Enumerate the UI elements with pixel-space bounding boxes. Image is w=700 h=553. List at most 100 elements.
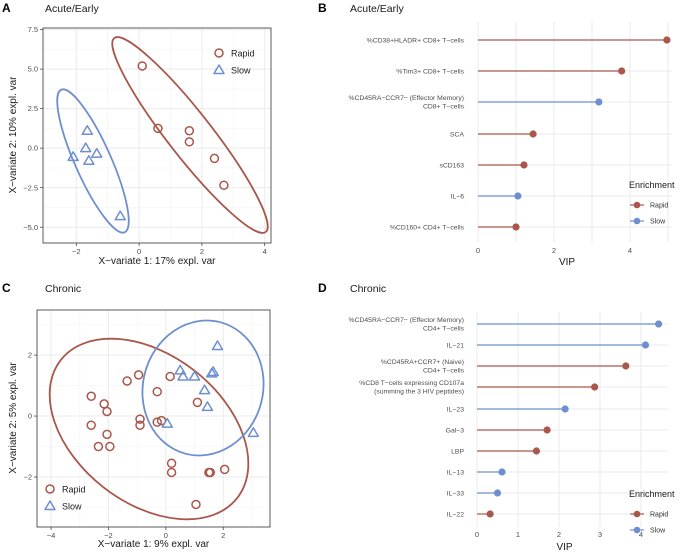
x-tick-label: −4 bbox=[47, 531, 56, 540]
panel-D: D Chronic 0 1 2 3 4 VIP %CD45RA−CCR7− (Effector … bbox=[318, 281, 675, 553]
x-tick-label: 2 bbox=[557, 530, 561, 539]
y-tick-label: 2.5 bbox=[28, 104, 38, 113]
legend-label: Rapid bbox=[650, 203, 668, 210]
point-slow bbox=[211, 340, 224, 351]
point-rapid bbox=[93, 441, 104, 452]
point-slow bbox=[161, 417, 174, 428]
legend-title: Enrichment bbox=[629, 489, 675, 499]
point-slow bbox=[188, 370, 201, 381]
point-slow bbox=[206, 367, 218, 378]
point-rapid bbox=[152, 386, 162, 397]
lollipop-point-slow bbox=[514, 192, 522, 200]
confidence-ellipse-rapid bbox=[48, 337, 250, 521]
point-rapid bbox=[191, 499, 201, 510]
point-slow bbox=[67, 151, 79, 162]
lollipop-point-rapid bbox=[532, 447, 541, 455]
variable-label: CD4+ T−cells bbox=[423, 326, 465, 333]
variable-label: %Tim3+ CD8+ T−cells bbox=[396, 68, 464, 75]
variable-label: %CD45RA−CCR7− (Effector Memory) bbox=[349, 95, 464, 102]
point-rapid bbox=[166, 467, 177, 478]
variable-label: sCD163 bbox=[439, 162, 464, 169]
x-tick-label: 3 bbox=[598, 530, 602, 539]
x-tick-label: 0 bbox=[476, 246, 480, 255]
x-tick-label: 0 bbox=[164, 531, 168, 540]
legend-key-rapid bbox=[633, 201, 641, 209]
x-tick-label: 2 bbox=[200, 247, 204, 256]
x-axis-label: VIP bbox=[556, 542, 572, 553]
y-tick-label: −5.0 bbox=[23, 223, 38, 232]
legend-title: Enrichment bbox=[629, 180, 675, 190]
variable-label: %CD160+ CD4+ T−cells bbox=[390, 224, 465, 231]
point-slow bbox=[177, 370, 189, 381]
variable-label: %CD8 T−cells expressing CD107a bbox=[359, 380, 464, 387]
legend-label: Slow bbox=[62, 502, 82, 512]
x-tick-label: 4 bbox=[263, 247, 267, 256]
x-axis-label: X−variate 1: 17% expl. var bbox=[98, 256, 216, 267]
point-slow bbox=[90, 147, 103, 158]
point-rapid bbox=[122, 376, 132, 386]
y-tick-label: 5.0 bbox=[28, 65, 38, 74]
legend-label: Slow bbox=[650, 528, 666, 535]
point-rapid bbox=[135, 420, 145, 430]
variable-label: %CD45RA−CCR7− (Effector Memory) bbox=[349, 317, 464, 324]
plot-border bbox=[36, 309, 271, 528]
variable-label: IL−6 bbox=[451, 193, 465, 200]
panel-letter: A bbox=[2, 1, 11, 15]
point-slow bbox=[247, 427, 260, 438]
lollipop-point-slow bbox=[493, 489, 502, 497]
point-rapid bbox=[209, 153, 220, 164]
point-slow bbox=[201, 401, 214, 412]
x-tick-label: 2 bbox=[221, 531, 225, 540]
point-rapid bbox=[219, 180, 229, 191]
panel-title: Chronic bbox=[45, 283, 81, 295]
point-rapid bbox=[153, 123, 163, 134]
point-rapid bbox=[86, 420, 96, 430]
confidence-ellipse-rapid bbox=[111, 36, 269, 234]
lollipop-point-rapid bbox=[618, 67, 626, 75]
legend-key-slow bbox=[44, 500, 56, 511]
point-rapid bbox=[205, 467, 216, 478]
panel-B: B Acute/Early 0 2 4 VIP %CD38+HLADR+ CD8+ T−ce… bbox=[318, 1, 675, 268]
point-slow bbox=[83, 155, 95, 166]
lollipop-point-slow bbox=[498, 468, 506, 476]
point-slow bbox=[114, 210, 127, 221]
point-rapid bbox=[166, 458, 177, 469]
lollipop-point-slow bbox=[641, 341, 650, 349]
point-rapid bbox=[86, 391, 96, 402]
panel-C: C Chronic −4 −2 0 2 −2 0 2 X−variate 1: 9% expl. … bbox=[2, 281, 271, 550]
point-rapid bbox=[152, 417, 162, 427]
lollipop-point-rapid bbox=[543, 426, 551, 434]
legend-label: Rapid bbox=[231, 49, 255, 59]
point-rapid bbox=[133, 370, 144, 380]
panel-letter: C bbox=[2, 281, 11, 295]
panel-title: Chronic bbox=[350, 283, 386, 295]
variable-label: %CD38+HLADR+ CD8+ T−cells bbox=[367, 37, 465, 44]
variable-label: IL−13 bbox=[447, 469, 464, 476]
plot-border bbox=[42, 27, 272, 244]
confidence-ellipse-slow bbox=[56, 88, 130, 234]
legend-label: Slow bbox=[231, 66, 251, 76]
variable-label: SCA bbox=[450, 131, 464, 138]
y-axis-label: X−variate 2: 5% expl. var bbox=[8, 362, 19, 474]
panel-letter: B bbox=[318, 1, 327, 15]
point-slow bbox=[174, 364, 186, 375]
x-tick-label: 4 bbox=[628, 246, 632, 255]
legend-label: Slow bbox=[650, 219, 666, 226]
point-slow bbox=[198, 384, 211, 395]
panel-A: A Acute/Early −2 0 2 4 −5.0 −2.5 0.0 2.5 5.0 7.5 X−v… bbox=[2, 1, 272, 267]
legend-label: Rapid bbox=[62, 485, 86, 495]
point-rapid bbox=[184, 137, 195, 147]
panel-letter: D bbox=[318, 281, 327, 295]
variable-label: CD4+ T−cells bbox=[423, 368, 465, 375]
point-rapid bbox=[102, 429, 112, 440]
legend-label: Rapid bbox=[650, 512, 668, 519]
lollipop-point-rapid bbox=[663, 36, 671, 44]
point-rapid bbox=[135, 414, 145, 424]
variable-label: (summing the 3 HIV peptides) bbox=[374, 389, 464, 396]
x-tick-label: 0 bbox=[137, 247, 141, 256]
legend-key-rapid bbox=[633, 510, 641, 518]
lollipop-point-rapid bbox=[529, 130, 537, 138]
x-tick-label: 1 bbox=[516, 530, 520, 539]
plot-area bbox=[43, 28, 271, 243]
